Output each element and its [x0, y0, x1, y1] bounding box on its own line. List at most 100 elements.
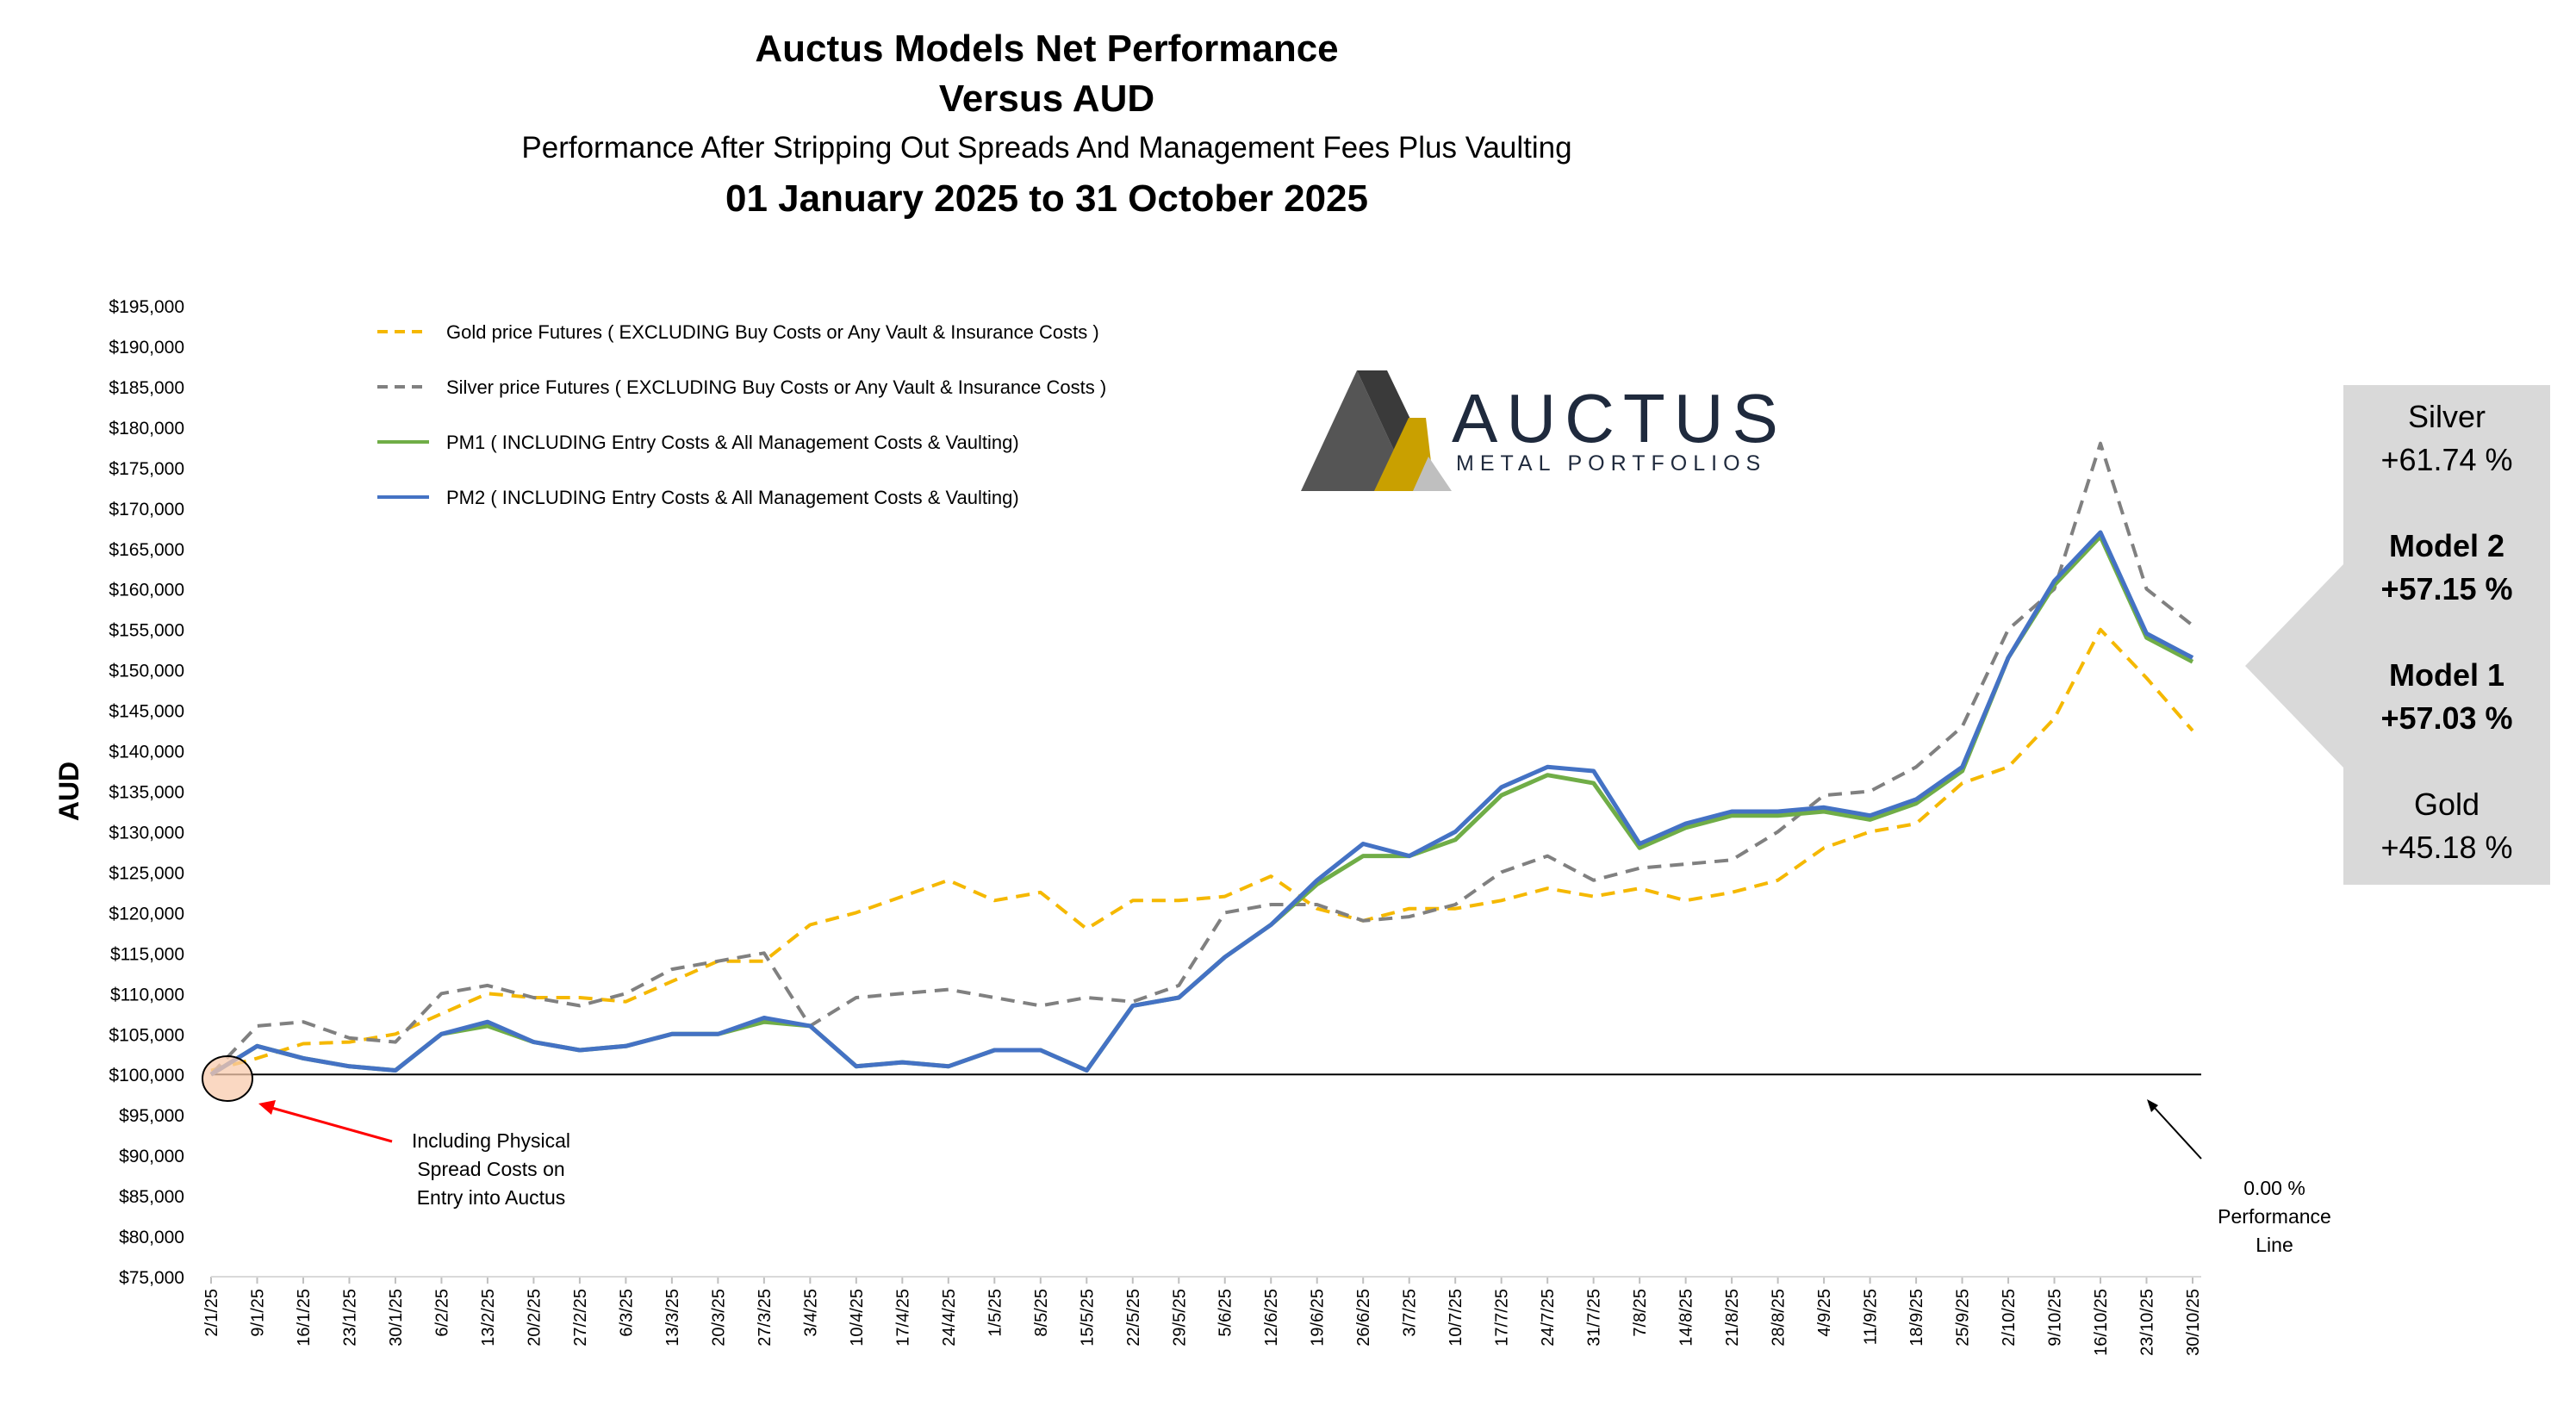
chart-date-range: 01 January 2025 to 31 October 2025: [725, 177, 1368, 220]
x-tick-label: 4/9/25: [1815, 1289, 1834, 1337]
x-tick-label: 13/2/25: [479, 1289, 498, 1346]
y-tick-label: $135,000: [109, 783, 184, 803]
x-tick-label: 25/9/25: [1954, 1289, 1973, 1346]
perf-note-line3: Line: [2256, 1234, 2293, 1256]
y-tick-label: $195,000: [109, 297, 184, 317]
entry-cost-arrow-head: [258, 1100, 276, 1115]
series-line-4: [209, 530, 2194, 1077]
x-tick-label: 31/7/25: [1585, 1289, 1604, 1346]
y-tick-label: $155,000: [109, 621, 184, 641]
model1-label: Model 1: [2388, 657, 2504, 693]
x-tick-label: 2/10/25: [2000, 1289, 2019, 1346]
legend-label: PM2 ( INCLUDING Entry Costs & All Manage…: [446, 487, 1019, 508]
auctus-logo-mark: [1301, 370, 1452, 491]
x-tick-label: 6/3/25: [617, 1289, 636, 1337]
x-tick-label: 9/10/25: [2046, 1289, 2065, 1346]
x-tick-label: 10/4/25: [848, 1289, 867, 1346]
x-tick-label: 3/7/25: [1401, 1289, 1420, 1337]
series-line-2: [209, 441, 2194, 1076]
x-tick-label: 5/6/25: [1216, 1289, 1235, 1337]
y-tick-label: $180,000: [109, 419, 184, 438]
perf-note-line1: 0.00 %: [2243, 1177, 2305, 1199]
x-tick-label: 21/8/25: [1723, 1289, 1742, 1346]
performance-line-arrow-head: [2147, 1099, 2158, 1112]
x-tick-label: 26/6/25: [1354, 1289, 1373, 1346]
series-lines: [209, 441, 2194, 1077]
chart-subtitle: Performance After Stripping Out Spreads …: [521, 131, 1572, 165]
x-tick-label: 20/2/25: [525, 1289, 544, 1346]
performance-line-note: 0.00 % Performance Line: [2201, 1174, 2348, 1259]
x-tick-label: 22/5/25: [1124, 1289, 1143, 1346]
x-tick-label: 14/8/25: [1677, 1289, 1696, 1346]
y-tick-label: $140,000: [109, 743, 184, 762]
y-tick-label: $120,000: [109, 904, 184, 924]
y-tick-label: $150,000: [109, 662, 184, 681]
model2-value: +57.15 %: [2380, 571, 2513, 606]
x-tick-label: 17/7/25: [1493, 1289, 1512, 1346]
legend-label: PM1 ( INCLUDING Entry Costs & All Manage…: [446, 432, 1019, 453]
entry-note-line2: Spread Costs on: [417, 1158, 565, 1180]
perf-note-line2: Performance: [2218, 1205, 2331, 1228]
summary-panel: Silver +61.74 % Model 2 +57.15 % Model 1…: [2343, 385, 2550, 885]
x-tick-label: 16/1/25: [295, 1289, 314, 1346]
chart-title-line2: Versus AUD: [938, 78, 1155, 120]
model2-summary: Model 2 +57.15 %: [2343, 525, 2550, 611]
y-tick-label: $85,000: [119, 1187, 184, 1207]
x-tick-label: 11/9/25: [1862, 1289, 1881, 1345]
x-tick-label: 13/3/25: [663, 1289, 682, 1346]
x-tick-label: 20/3/25: [709, 1289, 728, 1346]
y-axis-label: AUD: [53, 762, 84, 821]
logo-tagline: METAL PORTFOLIOS: [1456, 451, 1767, 476]
logo-wordmark: AUCTUS: [1452, 380, 1787, 457]
series-line-1: [210, 627, 2194, 1073]
x-tick-label: 19/6/25: [1309, 1289, 1328, 1346]
y-tick-label: $80,000: [119, 1228, 184, 1247]
x-tick-label: 28/8/25: [1770, 1289, 1789, 1346]
legend-label: Silver price Futures ( EXCLUDING Buy Cos…: [446, 376, 1106, 398]
model1-value: +57.03 %: [2380, 700, 2513, 736]
x-tick-label: 7/8/25: [1631, 1289, 1650, 1337]
entry-note-line3: Entry into Auctus: [416, 1186, 566, 1209]
y-tick-label: $190,000: [109, 338, 184, 358]
performance-line-arrow: [2153, 1106, 2202, 1160]
y-tick-label: $105,000: [109, 1025, 184, 1045]
x-tick-label: 3/4/25: [801, 1289, 820, 1337]
auctus-logo: AUCTUS METAL PORTFOLIOS: [1301, 362, 1783, 500]
x-tick-label: 16/10/25: [2092, 1289, 2111, 1356]
x-tick-label: 15/5/25: [1078, 1289, 1097, 1346]
y-tick-label: $160,000: [109, 581, 184, 600]
x-tick-label: 23/1/25: [340, 1289, 359, 1346]
x-tick-label: 18/9/25: [1907, 1289, 1926, 1346]
gold-summary: Gold +45.18 %: [2343, 783, 2550, 869]
model2-label: Model 2: [2388, 528, 2504, 563]
entry-cost-arrow: [268, 1105, 393, 1143]
silver-label: Silver: [2407, 399, 2486, 434]
y-tick-label: $100,000: [109, 1066, 184, 1085]
y-tick-label: $125,000: [109, 863, 184, 883]
y-tick-label: $95,000: [119, 1106, 184, 1126]
x-tick-label: 6/2/25: [432, 1289, 451, 1337]
x-tick-label: 30/1/25: [387, 1289, 406, 1346]
x-tick-label: 27/2/25: [571, 1289, 590, 1346]
x-tick-label: 10/7/25: [1447, 1289, 1465, 1346]
x-axis: 2/1/25 9/1/25 16/1/25 23/1/25 30/1/25 6/2/25 1…: [202, 1277, 2203, 1356]
chart-title-block: Auctus Models Net Performance Versus AUD…: [0, 24, 2094, 226]
model1-summary: Model 1 +57.03 %: [2343, 654, 2550, 740]
y-tick-label: $90,000: [119, 1147, 184, 1166]
gold-value: +45.18 %: [2380, 830, 2513, 865]
silver-value: +61.74 %: [2380, 442, 2513, 477]
summary-arrow-icon: [2245, 564, 2343, 768]
silver-summary: Silver +61.74 %: [2343, 395, 2550, 482]
legend: Gold price Futures ( EXCLUDING Buy Costs…: [377, 321, 1106, 508]
x-tick-label: 23/10/25: [2138, 1289, 2157, 1356]
y-tick-label: $110,000: [110, 985, 184, 1004]
y-tick-label: $75,000: [119, 1268, 184, 1288]
y-axis: $75,000 $80,000 $85,000 $90,000 $95,000 $100,…: [109, 297, 184, 1288]
gold-label: Gold: [2413, 787, 2480, 822]
chart-title: Auctus Models Net Performance: [755, 28, 1339, 70]
x-tick-label: 1/5/25: [986, 1289, 1005, 1337]
x-tick-label: 27/3/25: [756, 1289, 775, 1346]
y-tick-label: $185,000: [109, 378, 184, 398]
legend-label: Gold price Futures ( EXCLUDING Buy Costs…: [446, 321, 1099, 343]
